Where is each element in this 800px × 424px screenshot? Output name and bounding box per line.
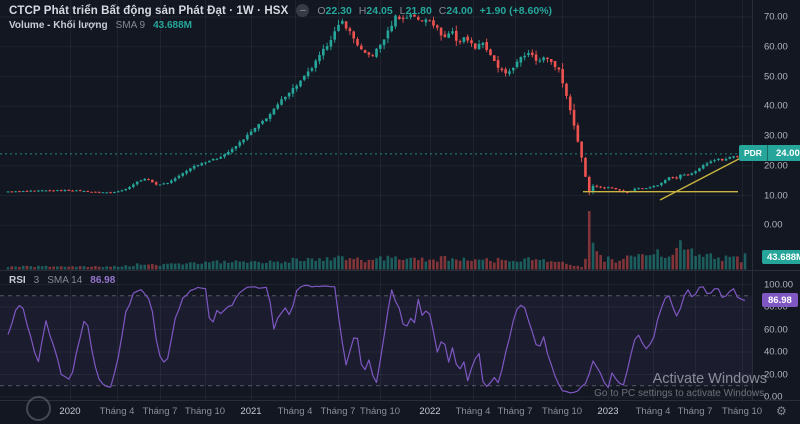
- price-tick-label: 20.00: [764, 160, 788, 172]
- ohlc-values: O22.30 H24.05 L21.80 C24.00 +1.90 (+8.60…: [317, 5, 552, 17]
- rsi-tick-label: 100.00: [764, 279, 794, 290]
- price-tick-label: 50.00: [764, 71, 788, 82]
- low-label: L: [399, 4, 406, 17]
- volume-indicator-name: Volume - Khối lượng: [9, 20, 108, 31]
- price-tick-label: 10.00: [764, 190, 788, 202]
- price-tick-label: 30.00: [764, 130, 788, 142]
- time-tick-label: Tháng 7: [320, 406, 356, 417]
- time-tick-label: Tháng 10: [184, 406, 226, 417]
- time-tick-label: Tháng 4: [455, 406, 491, 417]
- price-tick-label: 60.00: [764, 41, 788, 53]
- rsi-period: 3: [33, 275, 40, 286]
- rsi-indicator-name: RSI: [9, 275, 26, 286]
- time-tick-label: Tháng 4: [277, 406, 313, 417]
- rsi-tick-label: 80.00: [764, 301, 788, 313]
- legend-collapse-icon[interactable]: –: [296, 4, 310, 17]
- rsi-badge: 86.98: [762, 293, 798, 307]
- last-price-badge: PDR 24.00: [739, 145, 800, 161]
- symbol-legend[interactable]: CTCP Phát triển Bất động sản Phát Đạt · …: [9, 4, 552, 17]
- time-tick-label: Tháng 7: [142, 406, 178, 417]
- close-label: C: [438, 4, 447, 17]
- rsi-value: 86.98: [90, 275, 116, 286]
- time-tick-label: 2023: [597, 406, 619, 417]
- open-value: 22.30: [325, 4, 352, 17]
- low-value: 21.80: [405, 4, 432, 17]
- rsi-line: [7, 284, 746, 394]
- time-axis-settings-icon[interactable]: ⚙: [776, 404, 787, 418]
- price-tick-label: 40.00: [764, 100, 788, 112]
- open-label: O: [317, 4, 326, 17]
- volume-legend[interactable]: Volume - Khối lượng SMA 9 43.688M: [9, 20, 192, 31]
- price-scale[interactable]: PDR 24.00 43.688M 86.98 70.00 60.00 50.00 4…: [739, 0, 800, 403]
- rsi-tick-label: 0.00: [764, 391, 783, 403]
- rsi-tick-label: 40.00: [764, 346, 788, 358]
- volume-bars: [6, 211, 747, 270]
- time-tick-label: Tháng 4: [99, 406, 135, 417]
- time-tick-label: 2021: [240, 406, 262, 417]
- time-tick-label: Tháng 4: [635, 406, 671, 417]
- price-tick-label: 0.00: [764, 219, 783, 231]
- high-value: 24.05: [366, 4, 393, 17]
- rsi-ma-label: SMA 14: [47, 275, 83, 286]
- time-tick-label: Tháng 10: [359, 406, 401, 417]
- last-price-value: 24.00: [775, 147, 800, 159]
- time-tick-label: Tháng 7: [677, 406, 713, 417]
- time-tick-label: Tháng 10: [721, 406, 763, 417]
- volume-value: 43.688M: [153, 20, 192, 31]
- rsi-tick-label: 20.00: [764, 369, 788, 380]
- time-tick-label: Tháng 10: [541, 406, 583, 417]
- time-tick-label: 2020: [59, 406, 81, 417]
- volume-ma-label: SMA 9: [115, 20, 146, 31]
- trendline-ascending-trendline: [659, 151, 753, 201]
- volume-badge: 43.688M: [762, 250, 800, 264]
- time-tick-label: Tháng 7: [497, 406, 533, 417]
- close-value: 24.00: [446, 4, 473, 17]
- price-tick-label: 70.00: [764, 11, 788, 23]
- rsi-band-fill: [0, 295, 752, 386]
- time-tick-label: 2022: [419, 406, 441, 417]
- candles: [6, 11, 747, 196]
- symbol-title[interactable]: CTCP Phát triển Bất động sản Phát Đạt · …: [9, 4, 289, 17]
- rsi-legend[interactable]: RSI 3 SMA 14 86.98: [9, 275, 115, 286]
- tradingview-logo[interactable]: [26, 396, 51, 421]
- change-value: +1.90 (+8.60%): [479, 4, 553, 17]
- symbol-ticker: PDR: [739, 145, 768, 161]
- high-label: H: [358, 4, 367, 17]
- rsi-tick-label: 60.00: [764, 324, 788, 335]
